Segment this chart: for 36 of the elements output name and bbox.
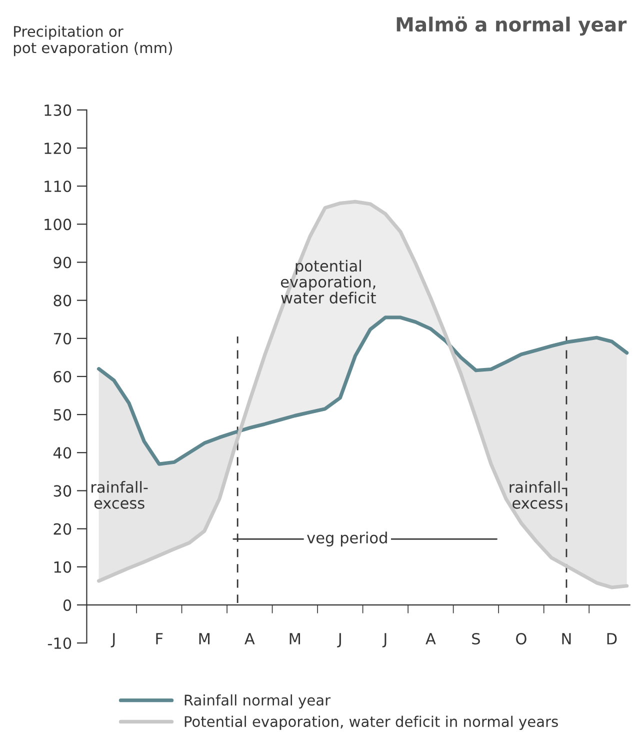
legend-label: Potential evaporation, water deficit in normal years xyxy=(184,716,558,730)
y-axis-title: Precipitation or pot evaporation (mm) xyxy=(14,26,172,56)
y-tick-label: 90 xyxy=(54,256,72,268)
y-tick-label: 20 xyxy=(54,523,72,535)
annotation: rainfall- excess xyxy=(510,481,566,509)
y-tick-label: 10 xyxy=(54,561,72,573)
y-tick-label: 60 xyxy=(54,370,72,382)
annotation: veg period xyxy=(307,532,387,546)
y-tick-label: 130 xyxy=(44,104,72,116)
x-tick-label: O xyxy=(516,632,526,645)
x-tick-label: F xyxy=(156,633,163,644)
y-tick-label: 70 xyxy=(54,332,72,344)
y-tick-label: 40 xyxy=(53,447,72,459)
annotation: rainfall- excess xyxy=(92,481,148,509)
x-tick-label: D xyxy=(607,633,617,644)
y-tick-label: 30 xyxy=(54,485,72,497)
y-tick-label: 120 xyxy=(44,142,72,154)
x-tick-label: S xyxy=(472,632,480,645)
x-tick-label: J xyxy=(337,633,341,648)
chart-title: Malmö a normal year xyxy=(396,16,627,36)
x-tick-label: N xyxy=(562,633,571,644)
x-tick-label: M xyxy=(290,633,300,644)
x-tick-label: M xyxy=(199,633,210,644)
line-series xyxy=(96,316,629,466)
y-tick-label: -10 xyxy=(48,637,72,650)
y-tick-label: 110 xyxy=(44,180,72,192)
annotation: potential evaporation, water deficit xyxy=(280,260,376,304)
x-tick-label: A xyxy=(426,633,436,644)
x-tick-label: J xyxy=(382,633,386,648)
y-tick-label: 100 xyxy=(44,218,72,230)
x-tick-label: J xyxy=(110,633,115,648)
y-tick-label: 50 xyxy=(54,409,72,421)
y-tick-label: 0 xyxy=(63,599,72,611)
legend-label: Rainfall normal year xyxy=(184,694,331,708)
x-tick-label: A xyxy=(244,633,255,644)
y-tick-label: 80 xyxy=(54,294,72,306)
